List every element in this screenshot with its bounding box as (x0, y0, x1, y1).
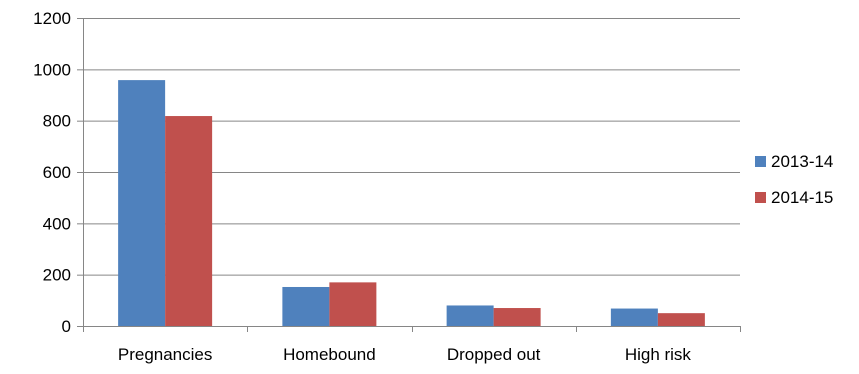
x-axis: Pregnancies Homebound Dropped out High risk (83, 326, 741, 364)
x-category-label: Dropped out (447, 345, 541, 364)
x-category-label: Pregnancies (118, 345, 213, 364)
y-axis: 0 200 400 600 800 1000 1200 (33, 9, 84, 336)
x-category-label: Homebound (283, 345, 376, 364)
legend-label: 2014-15 (771, 188, 833, 207)
bar (446, 305, 494, 326)
bar (657, 313, 705, 326)
y-tick-label: 400 (43, 214, 71, 233)
y-tick-label: 600 (43, 163, 71, 182)
bar (329, 282, 377, 326)
bar (493, 308, 541, 326)
legend-label: 2013-14 (771, 152, 833, 171)
legend-swatch (755, 192, 766, 203)
legend: 2013-14 2014-15 (755, 152, 833, 207)
y-tick-label: 1200 (33, 9, 71, 28)
bars (118, 80, 705, 327)
y-tick-label: 1000 (33, 60, 71, 79)
bar (165, 116, 213, 327)
bar (118, 80, 166, 326)
y-tick-label: 0 (62, 317, 71, 336)
legend-swatch (755, 156, 766, 167)
y-tick-label: 800 (43, 112, 71, 131)
bar (610, 308, 658, 326)
x-category-label: High risk (625, 345, 692, 364)
bar (282, 286, 330, 326)
y-tick-label: 200 (43, 266, 71, 285)
